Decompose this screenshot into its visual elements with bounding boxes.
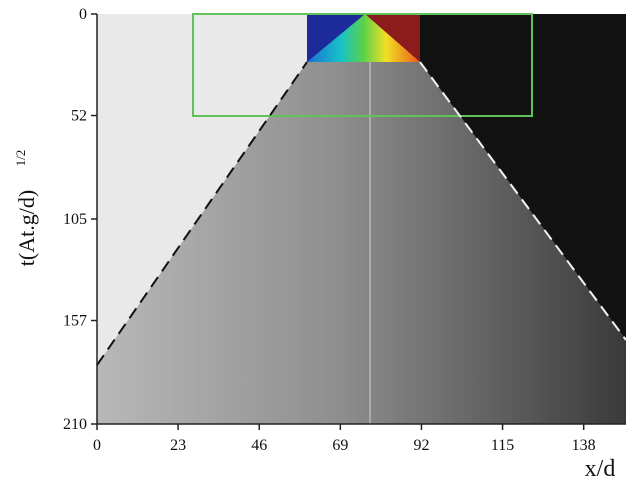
x-tick-label: 115	[491, 437, 514, 454]
x-tick-label: 23	[170, 437, 186, 454]
y-tick-label: 210	[63, 416, 87, 433]
x-tick-label: 69	[332, 437, 348, 454]
y-tick-label: 0	[79, 6, 87, 23]
y-tick-label: 52	[71, 108, 87, 125]
x-axis-label: x/d	[585, 456, 616, 482]
x-tick-label: 0	[93, 437, 101, 454]
x-tick-label: 92	[413, 437, 429, 454]
x-tick-label: 46	[251, 437, 267, 454]
y-axis-label: t(At.g/d)	[14, 190, 39, 266]
y-tick-label: 157	[63, 313, 87, 330]
y-axis-label-exponent: 1/2	[13, 150, 28, 167]
experiment-image	[96, 13, 627, 424]
y-axis-label-group: t(At.g/d) 1/2	[13, 150, 39, 267]
x-tick-label: 138	[572, 437, 596, 454]
y-tick-label: 105	[63, 211, 87, 228]
